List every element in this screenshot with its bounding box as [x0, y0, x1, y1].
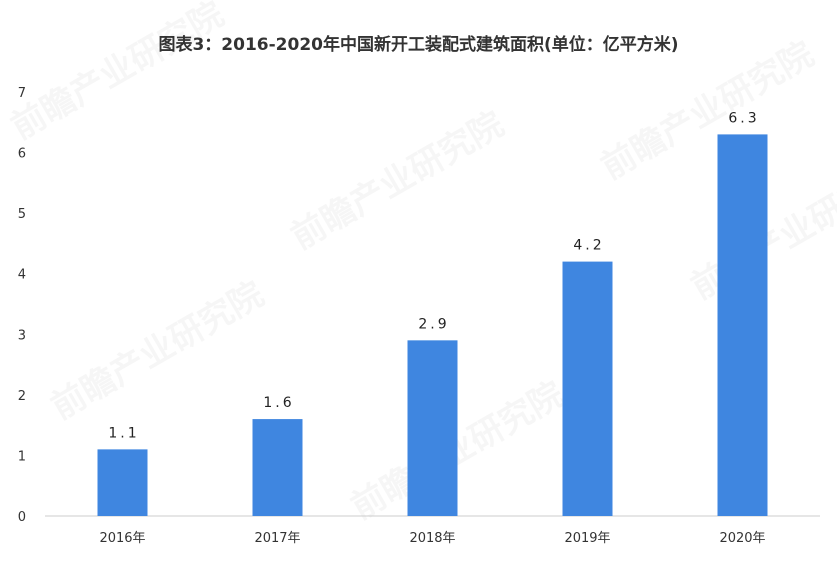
y-axis: 0 1 2 3 4 5 6 7 [18, 86, 26, 525]
data-labels-group: 1.1 1.6 2.9 4.2 6.3 [108, 110, 759, 441]
x-tick-label: 2017年 [254, 531, 300, 546]
x-axis-labels: 2016年 2017年 2018年 2019年 2020年 [99, 531, 765, 546]
data-label: 6.3 [728, 110, 759, 126]
x-tick-label: 2020年 [719, 531, 765, 546]
data-label: 4.2 [573, 238, 604, 254]
y-tick-label: 2 [18, 389, 26, 404]
x-tick-label: 2018年 [409, 531, 455, 546]
y-tick-label: 1 [18, 449, 26, 464]
y-tick-label: 4 [18, 268, 26, 283]
y-tick-label: 6 [18, 147, 26, 162]
x-tick-label: 2016年 [99, 531, 145, 546]
bar [252, 419, 303, 516]
bar [97, 449, 148, 516]
y-tick-label: 5 [18, 207, 26, 222]
bar [562, 261, 613, 516]
watermark-text: 前瞻产业研究院 [345, 374, 571, 528]
chart-title: 图表3：2016-2020年中国新开工装配式建筑面积(单位：亿平方米) [158, 35, 679, 55]
y-tick-label: 0 [18, 510, 26, 525]
watermark-text: 前瞻产业研究院 [285, 104, 511, 258]
x-tick-label: 2019年 [564, 531, 610, 546]
watermark-text: 前瞻产业研究院 [5, 0, 231, 148]
bar [407, 340, 458, 516]
watermark-text: 前瞻产业研究院 [595, 34, 821, 188]
bars-group [97, 134, 768, 516]
watermark-text: 前瞻产业研究院 [45, 274, 271, 428]
y-tick-label: 7 [18, 86, 26, 101]
data-label: 2.9 [418, 316, 449, 332]
data-label: 1.1 [108, 425, 139, 441]
y-tick-label: 3 [18, 328, 26, 343]
bar [717, 134, 768, 516]
data-label: 1.6 [263, 395, 294, 411]
